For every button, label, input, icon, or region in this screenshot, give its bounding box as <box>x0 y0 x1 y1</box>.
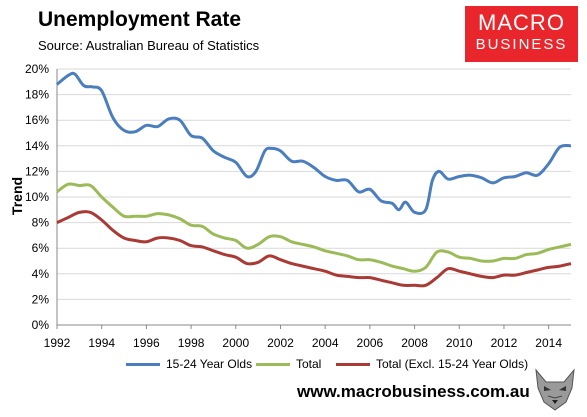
macrobusiness-logo[interactable]: MACRO BUSINESS <box>465 6 578 62</box>
y-axis-ticks: 0% 2% 4% 6% 8% 10% 12% 14% 16% 18% 20% <box>25 62 49 332</box>
x-tick-label: 1992 <box>44 336 71 350</box>
y-tick-label: 12% <box>25 164 49 178</box>
legend-item-excl: Total (Excl. 15-24 Year Olds) <box>336 357 528 371</box>
y-tick-label: 0% <box>32 318 50 332</box>
y-tick-label: 20% <box>25 62 49 76</box>
x-tick-label: 2014 <box>535 336 562 350</box>
series-lines <box>56 71 572 288</box>
x-tick-label: 2012 <box>491 336 518 350</box>
gridlines <box>56 68 571 326</box>
legend-item-total: Total <box>256 357 321 371</box>
legend-swatch-excl <box>336 362 370 366</box>
y-tick-label: 14% <box>25 139 49 153</box>
legend: 15-24 Year Olds Total Total (Excl. 15-24… <box>0 357 587 373</box>
y-tick-label: 4% <box>32 267 50 281</box>
y-tick-label: 6% <box>32 241 50 255</box>
y-tick-label: 2% <box>32 292 50 306</box>
x-axis-ticks: 1992 1994 1996 1998 2000 2002 2004 2006 2008 2010… <box>44 325 562 350</box>
legend-swatch-total <box>256 362 290 366</box>
x-tick-label: 1998 <box>178 336 205 350</box>
chart-subtitle: Source: Australian Bureau of Statistics <box>38 38 260 53</box>
legend-label-excl: Total (Excl. 15-24 Year Olds) <box>376 357 529 371</box>
site-url[interactable]: www.macrobusiness.com.au <box>297 382 530 401</box>
y-axis-label: Trend <box>9 177 25 215</box>
x-tick-label: 1996 <box>133 336 160 350</box>
x-tick-label: 2008 <box>401 336 428 350</box>
logo-line2: BUSINESS <box>475 36 568 53</box>
y-tick-label: 18% <box>25 88 49 102</box>
y-tick-label: 10% <box>25 190 49 204</box>
x-tick-label: 2010 <box>446 336 473 350</box>
legend-label-total: Total <box>296 357 322 371</box>
x-tick-label: 2004 <box>312 336 339 350</box>
x-tick-label: 2006 <box>357 336 384 350</box>
x-tick-label: 2002 <box>267 336 294 350</box>
y-tick-label: 16% <box>25 113 49 127</box>
legend-label-youth: 15-24 Year Olds <box>166 357 253 371</box>
x-tick-label: 1994 <box>88 336 115 350</box>
series-line-excl <box>56 210 572 288</box>
chart-title: Unemployment Rate <box>38 8 242 31</box>
legend-swatch-youth <box>126 362 160 366</box>
series-line-youth <box>56 71 572 216</box>
wolf-logo-icon <box>535 368 575 411</box>
y-tick-label: 8% <box>32 216 50 230</box>
x-tick-label: 2000 <box>222 336 249 350</box>
legend-item-youth: 15-24 Year Olds <box>126 357 252 371</box>
logo-line1: MACRO <box>478 10 565 35</box>
series-line-total <box>56 182 572 273</box>
